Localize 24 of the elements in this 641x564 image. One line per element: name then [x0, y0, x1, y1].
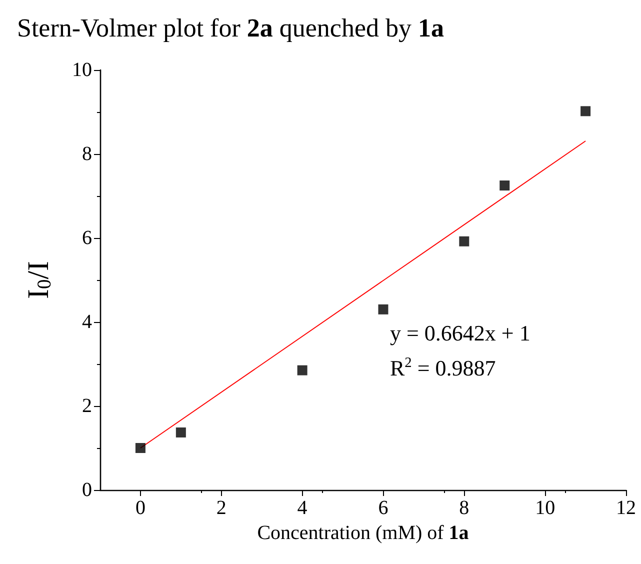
- point: [580, 106, 591, 116]
- x-tick-label: 6: [378, 497, 388, 519]
- y-tick-label: 6: [82, 227, 92, 249]
- y-tick-label: 0: [82, 479, 92, 501]
- y-tick-label: 2: [82, 395, 92, 417]
- point: [135, 443, 146, 453]
- annotation: y = 0.6642x + 1: [390, 320, 530, 346]
- y-tick-label: 8: [82, 143, 92, 165]
- x-axis-title: Concentration (mM) of 1a: [257, 522, 469, 544]
- x-tick-label: 4: [297, 497, 308, 519]
- y-tick-label: 4: [82, 311, 92, 333]
- x-tick-label: 12: [616, 497, 636, 519]
- y-tick-label: 10: [72, 59, 92, 81]
- x-tick-label: 8: [459, 497, 470, 519]
- point: [176, 427, 186, 438]
- x-tick-label: 0: [135, 497, 146, 519]
- point: [378, 304, 388, 314]
- y-axis-title: I0/I: [22, 260, 56, 300]
- point: [459, 236, 470, 246]
- x-tick-label: 2: [216, 497, 226, 519]
- chart-title: Stern-Volmer plot for 2a quenched by 1a: [17, 14, 444, 42]
- point: [297, 365, 308, 376]
- x-tick-label: 10: [535, 497, 556, 519]
- point: [500, 180, 510, 190]
